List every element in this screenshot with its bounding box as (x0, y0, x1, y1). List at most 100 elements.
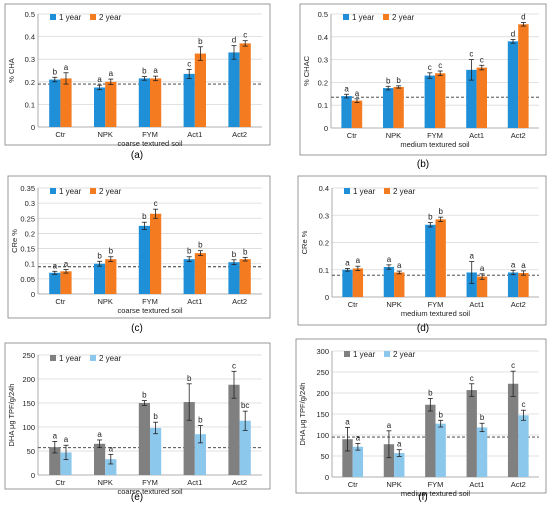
significance-letter: a (521, 261, 526, 270)
legend-swatch-series1 (50, 14, 56, 20)
bar-series1 (228, 262, 240, 294)
significance-letter: b (142, 391, 147, 400)
x-tick-label: NPK (386, 300, 401, 309)
bar-series2 (105, 81, 117, 127)
x-axis-title: coarse textured soil (117, 306, 182, 315)
bar-series2 (150, 213, 162, 294)
bar-series1 (341, 96, 352, 128)
y-tick-label: 0.4 (318, 33, 328, 42)
y-tick-label: 0.2 (25, 78, 35, 87)
x-tick-label: FYM (142, 478, 158, 487)
significance-letter: b (97, 251, 102, 260)
x-tick-label: Act1 (187, 478, 202, 487)
significance-letter: a (355, 89, 360, 98)
y-axis-title: DHA μg TPF/g/24h (7, 384, 16, 447)
x-tick-label: Act1 (469, 131, 484, 140)
bar-series2 (352, 268, 364, 297)
significance-letter: b (198, 241, 203, 250)
y-tick-label: 0.1 (319, 266, 329, 275)
y-tick-label: 0.3 (25, 55, 35, 64)
y-tick-label: 250 (22, 351, 35, 360)
y-tick-label: 0.5 (318, 10, 328, 19)
legend-swatch-series1 (50, 355, 56, 361)
bar-series1 (383, 88, 394, 128)
x-tick-label: FYM (427, 131, 443, 140)
significance-letter: b (153, 412, 158, 421)
significance-letter: b (428, 213, 433, 222)
legend-label-series2: 2 year (99, 354, 122, 363)
bar-series2 (194, 53, 206, 127)
legend-label-series2: 2 year (393, 350, 416, 359)
bar-series1 (49, 272, 61, 294)
significance-letter: a (109, 69, 114, 78)
panel-frame (4, 342, 271, 490)
y-tick-label: 0.35 (20, 184, 35, 193)
x-tick-label: Act2 (232, 130, 247, 139)
bar-series1 (94, 443, 106, 475)
bar-series1 (49, 447, 61, 475)
legend-label-series1: 1 year (353, 350, 376, 359)
significance-letter: c (232, 361, 236, 370)
y-tick-label: 0.1 (318, 101, 328, 110)
x-tick-label: NPK (386, 480, 401, 489)
bar-series2 (194, 434, 206, 475)
significance-letter: b (187, 247, 192, 256)
significance-letter: b (53, 67, 58, 76)
significance-letter: a (356, 256, 361, 265)
significance-letter: c (438, 61, 442, 70)
bar-series2 (393, 86, 404, 128)
significance-letter: c (154, 199, 158, 208)
bar-series1 (138, 78, 150, 127)
x-tick-label: NPK (97, 130, 112, 139)
x-tick-label: FYM (142, 297, 158, 306)
significance-letter: a (97, 430, 102, 439)
bar-series1 (425, 404, 436, 477)
y-tick-label: 150 (316, 410, 329, 419)
significance-letter: a (397, 261, 402, 270)
bar-series1 (228, 384, 240, 475)
bar-series2 (435, 219, 446, 297)
y-tick-label: 0 (325, 473, 329, 482)
panel-frame (295, 338, 547, 494)
significance-letter: a (387, 421, 392, 430)
panel-frame (4, 3, 271, 146)
significance-letter: b (109, 247, 114, 256)
y-axis-title: CRe % (10, 229, 19, 253)
significance-letter: c (470, 374, 474, 383)
bar-series1 (507, 383, 519, 477)
bar-series1 (342, 269, 353, 297)
significance-letter: b (198, 37, 203, 46)
y-tick-label: 0 (31, 123, 35, 132)
x-tick-label: FYM (428, 300, 444, 309)
x-tick-label: Ctr (55, 297, 66, 306)
y-tick-label: 0.25 (20, 214, 35, 223)
legend-label-series1: 1 year (59, 187, 82, 196)
y-axis-title: % CHA (7, 58, 16, 83)
bar-series2 (352, 446, 364, 477)
y-tick-label: 150 (22, 399, 35, 408)
bar-series1 (383, 267, 395, 297)
legend-swatch-series1 (50, 188, 56, 194)
bar-series2 (394, 272, 405, 297)
bar-series1 (342, 439, 353, 477)
panel-caption: (c) (131, 323, 143, 334)
bar-series1 (94, 87, 106, 127)
panel-frame (7, 175, 271, 319)
bar-series1 (94, 263, 106, 294)
legend-label-series2: 2 year (99, 13, 122, 22)
significance-letter: a (356, 433, 361, 442)
legend-label-series1: 1 year (59, 13, 82, 22)
significance-letter: a (64, 259, 69, 268)
legend-swatch-series2 (384, 351, 390, 357)
x-tick-label: Act2 (511, 131, 526, 140)
y-tick-label: 0 (325, 293, 329, 302)
legend-label-series2: 2 year (99, 187, 122, 196)
x-tick-label: Act2 (511, 300, 526, 309)
x-tick-label: Act2 (511, 480, 526, 489)
significance-letter: b (480, 413, 485, 422)
y-axis-title: CRe % (300, 230, 309, 254)
y-tick-label: 0 (31, 471, 35, 480)
bar-series1 (49, 79, 61, 127)
